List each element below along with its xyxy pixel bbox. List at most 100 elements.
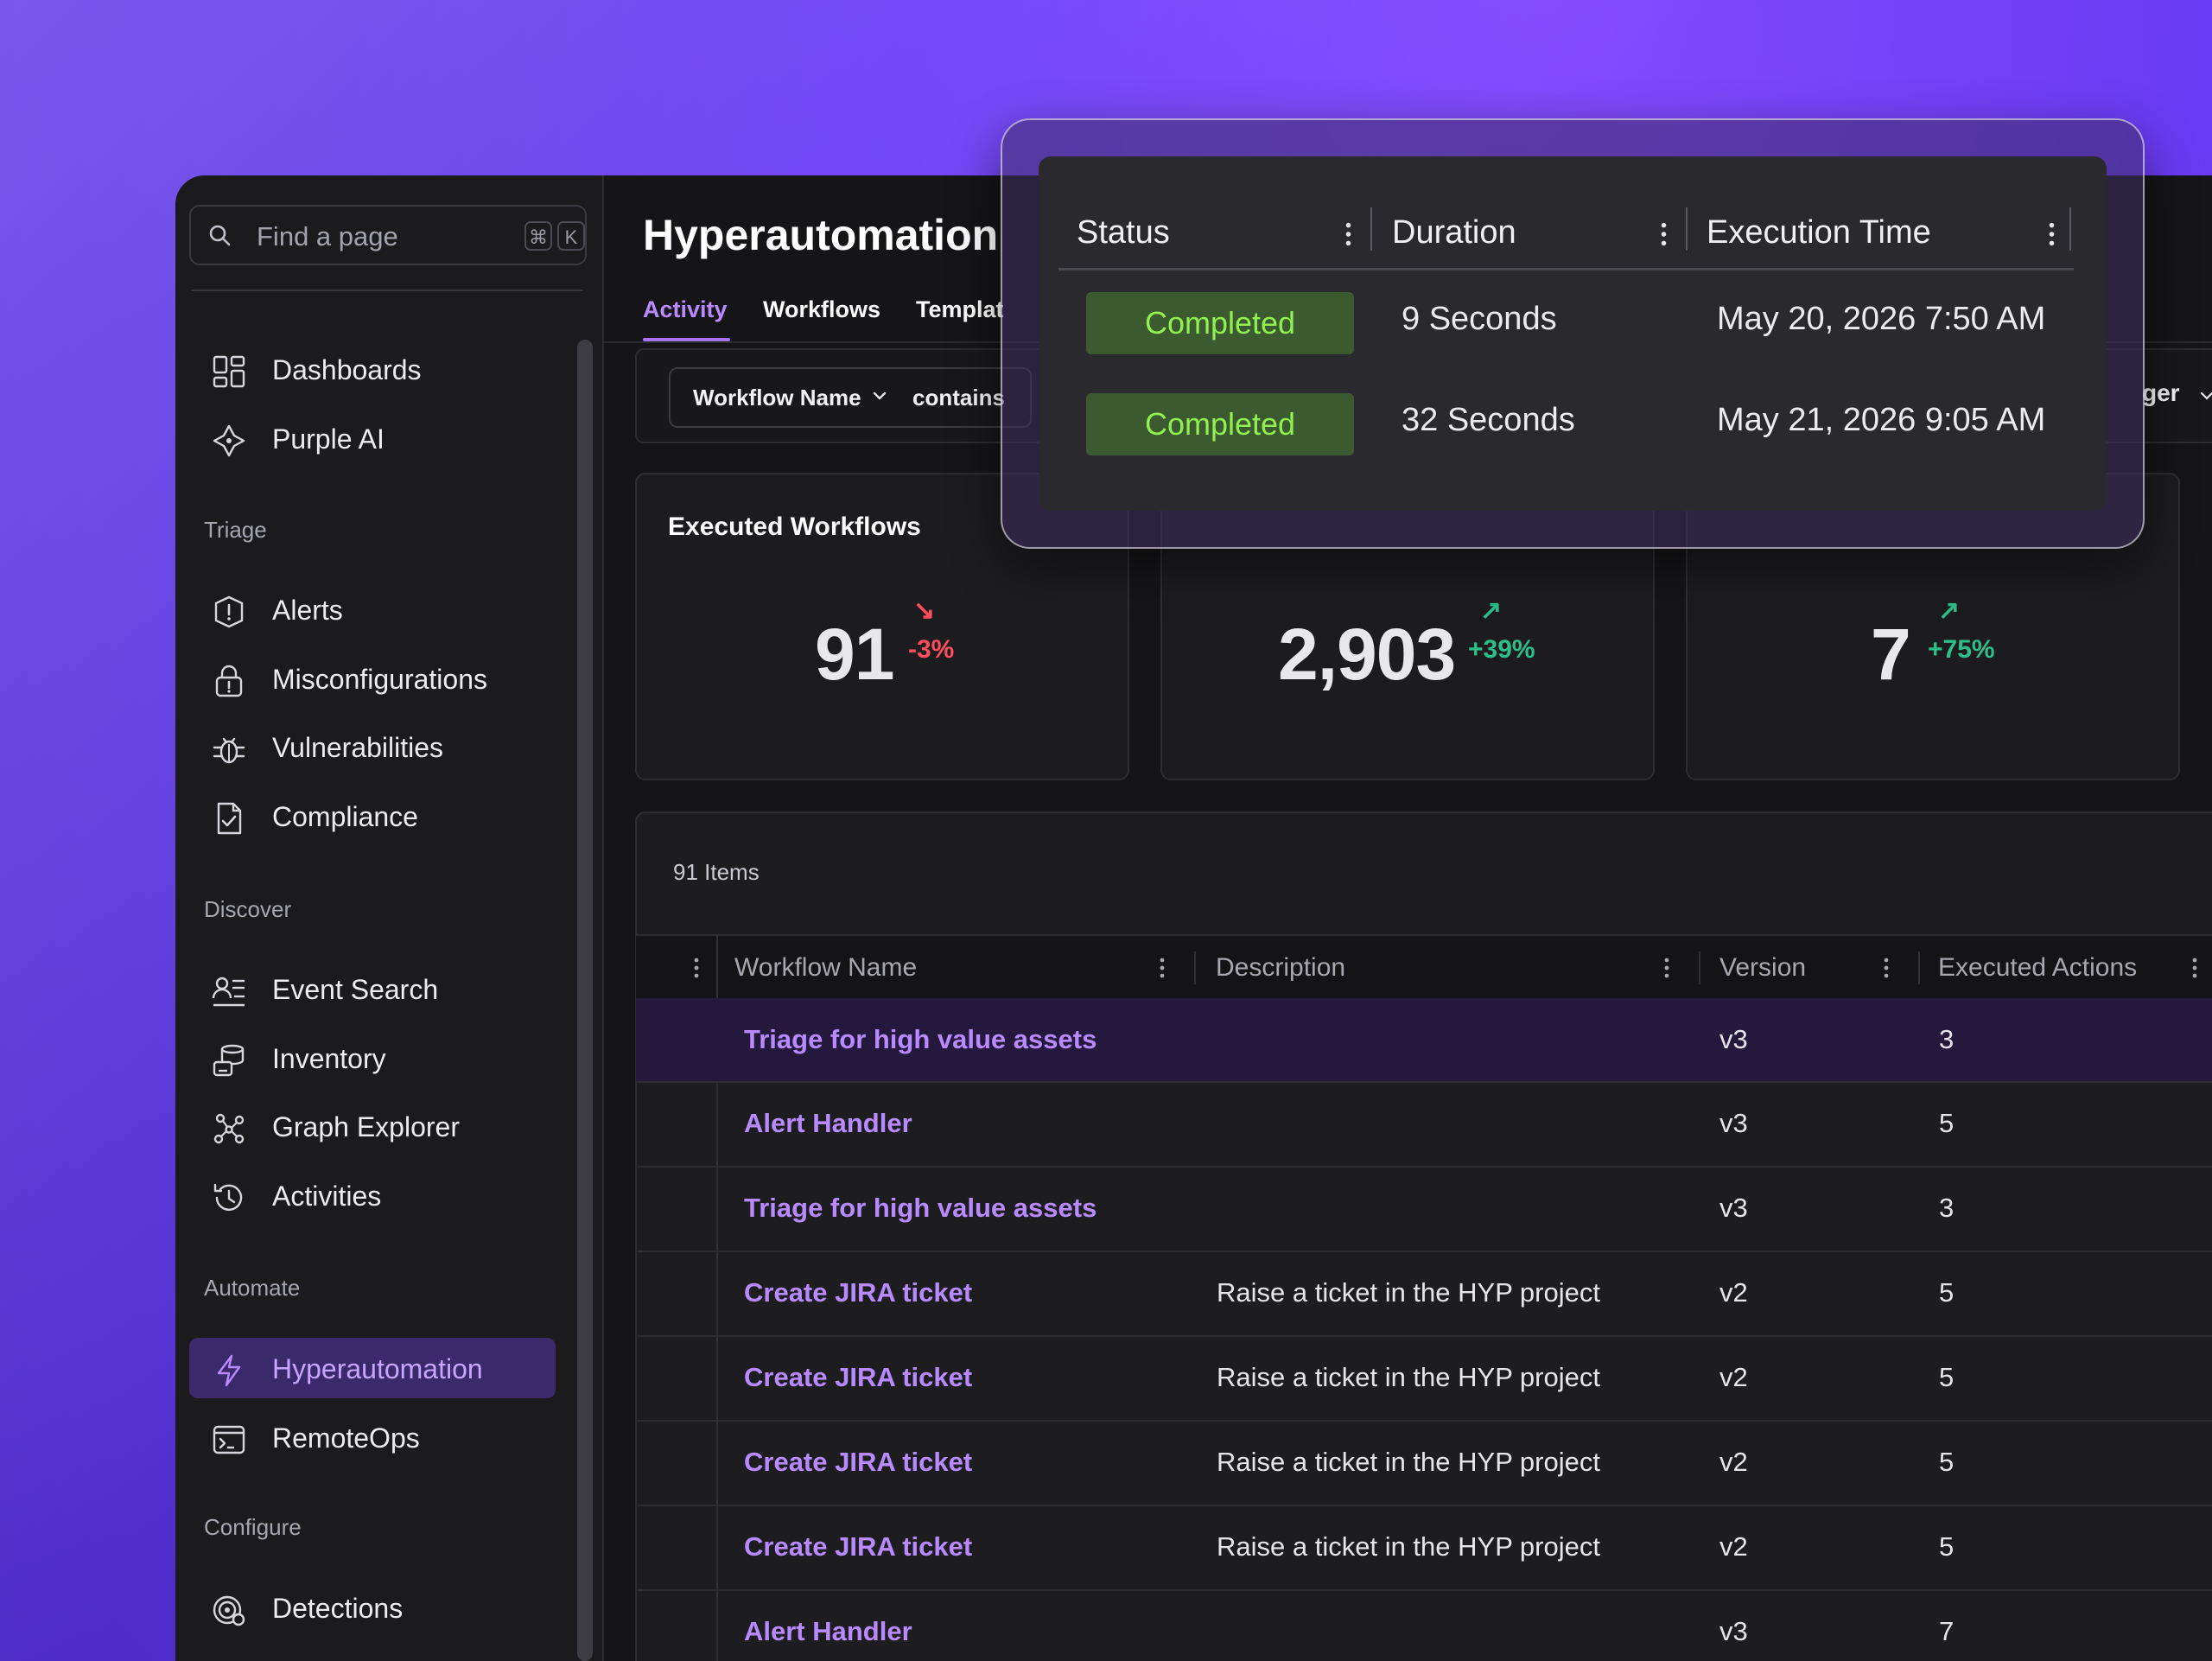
sidebar-item-inventory[interactable]: Inventory [189,1028,556,1088]
sidebar-item-hyperautomation[interactable]: Hyperautomation [189,1338,556,1398]
sidebar-item-label: Detections [272,1593,404,1624]
kbd-cmd: ⌘ [524,221,552,251]
column-header-workflow-name[interactable]: Workflow Name [734,953,918,982]
inventory-icon [213,1044,245,1077]
sidebar-item-label: Misconfigurations [272,664,487,695]
workflow-executed-actions: 3 [1939,1193,1955,1223]
column-menu-icon[interactable] [1345,221,1351,247]
filter-operator: contains [912,385,1005,410]
page-title: Hyperautomation [643,211,999,259]
sidebar-item-graph-explorer[interactable]: Graph Explorer [189,1096,556,1156]
sidebar-item-misconfigurations[interactable]: Misconfigurations [189,648,556,709]
sidebar-item-label: Purple AI [272,423,385,455]
table-row[interactable]: Alert Handler v3 5 [636,1083,2212,1168]
document-check-icon [217,802,242,835]
table-row[interactable]: Create JIRA ticket Raise a ticket in the… [636,1506,2212,1591]
section-discover: Discover [204,896,292,922]
popup-column-duration[interactable]: Duration [1392,214,1516,251]
sidebar-item-remoteops[interactable]: RemoteOps [189,1407,556,1467]
tab-workflows[interactable]: Workflows [763,296,881,322]
sidebar-item-label: Event Search [272,974,439,1005]
alert-shield-icon [214,595,244,628]
tab-activity[interactable]: Activity [643,296,728,322]
workflow-executed-actions: 7 [1939,1616,1955,1646]
workflow-name-link[interactable]: Create JIRA ticket [744,1531,973,1562]
find-page-search[interactable]: Find a page ⌘ K [189,205,587,265]
sidebar-scrollbar[interactable] [577,340,593,1661]
lightning-icon [217,1354,241,1387]
column-menu-icon[interactable] [1884,957,1889,979]
column-menu-icon[interactable] [2192,957,2197,979]
filter-right-dropdown[interactable]: ger [2142,379,2180,406]
sidebar-item-label: Alerts [272,595,343,626]
column-menu-icon[interactable] [694,957,699,979]
workflow-executed-actions: 5 [1939,1362,1955,1392]
popup-column-status[interactable]: Status [1077,214,1170,251]
sidebar-item-vulnerabilities[interactable]: Vulnerabilities [189,716,556,777]
workflow-version: v3 [1719,1616,1748,1646]
table-row[interactable]: Create JIRA ticket Raise a ticket in the… [636,1337,2212,1422]
filter-field: Workflow Name [693,385,861,410]
workflow-name-link[interactable]: Create JIRA ticket [744,1277,973,1308]
workflow-name-link[interactable]: Alert Handler [744,1616,912,1646]
column-divider [1918,951,1920,984]
sidebar-item-label: Activities [272,1181,382,1212]
sidebar-item-label: Dashboards [272,354,422,385]
sidebar-item-activities[interactable]: Activities [189,1165,556,1225]
column-menu-icon[interactable] [1160,957,1165,979]
section-automate: Automate [204,1275,301,1301]
workflow-name-link[interactable]: Alert Handler [744,1108,912,1138]
workflow-version: v2 [1719,1531,1748,1562]
workflow-name-link[interactable]: Triage for high value assets [744,1024,1097,1054]
column-header-executed-actions[interactable]: Executed Actions [1938,953,2138,982]
workflow-version: v3 [1719,1024,1748,1054]
sidebar-item-compliance[interactable]: Compliance [189,786,556,846]
sidebar-item-event-search[interactable]: Event Search [189,958,556,1019]
card-value: 91 [815,614,894,695]
section-configure: Configure [204,1514,302,1540]
table-header: Workflow Name Description Version Execut… [636,934,2212,1002]
card-delta: +75% [1928,635,1995,664]
trend-down-icon: ↘ [913,596,936,625]
workflow-name-link[interactable]: Create JIRA ticket [744,1362,973,1392]
table-row[interactable]: Triage for high value assets v3 3 [636,1168,2212,1252]
table-row[interactable]: Alert Handler v3 7 [636,1591,2212,1661]
workflow-description: Raise a ticket in the HYP project [1217,1362,1600,1392]
popup-duration: 32 Seconds [1402,402,1575,438]
filter-chip[interactable]: Workflow Name contains [669,367,1032,428]
kbd-key: K [557,221,585,251]
column-menu-icon[interactable] [1661,221,1667,247]
popup-execution-time: May 20, 2026 7:50 AM [1717,301,2046,337]
sidebar-item-alerts[interactable]: Alerts [189,579,556,640]
workflow-version: v2 [1719,1277,1748,1308]
active-tab-indicator [643,338,730,341]
trend-up-icon: ↗ [1480,596,1503,625]
popup-column-execution-time[interactable]: Execution Time [1707,214,1931,251]
sidebar-item-detections[interactable]: Detections [189,1577,556,1638]
event-search-icon [212,977,245,1007]
workflow-version: v2 [1719,1362,1748,1392]
sidebar-item-purple-ai[interactable]: Purple AI [189,408,556,468]
workflow-version: v3 [1719,1108,1748,1138]
column-menu-icon[interactable] [1664,957,1669,979]
status-badge: Completed [1086,292,1354,354]
workflow-version: v3 [1719,1193,1748,1223]
table-row[interactable]: Create JIRA ticket Raise a ticket in the… [636,1422,2212,1506]
workflow-description: Raise a ticket in the HYP project [1217,1277,1600,1308]
purple-ai-icon [213,424,245,457]
sidebar-item-dashboards[interactable]: Dashboards [189,339,556,399]
column-header-description[interactable]: Description [1216,953,1346,982]
section-triage: Triage [204,517,267,543]
column-header-version[interactable]: Version [1719,953,1807,982]
table-row[interactable]: Triage for high value assets v3 3 [636,998,2212,1083]
table-row[interactable]: Create JIRA ticket Raise a ticket in the… [636,1252,2212,1337]
tab-templates[interactable]: Templat [916,296,1004,322]
sidebar-item-label: Vulnerabilities [272,732,444,763]
workflow-name-link[interactable]: Triage for high value assets [744,1193,1097,1223]
sidebar-item-label: Hyperautomation [272,1353,483,1384]
workflow-executed-actions: 5 [1939,1447,1955,1477]
column-menu-icon[interactable] [2049,221,2055,247]
column-divider [1699,951,1700,984]
trend-up-icon: ↗ [1938,596,1961,625]
workflow-name-link[interactable]: Create JIRA ticket [744,1447,973,1477]
